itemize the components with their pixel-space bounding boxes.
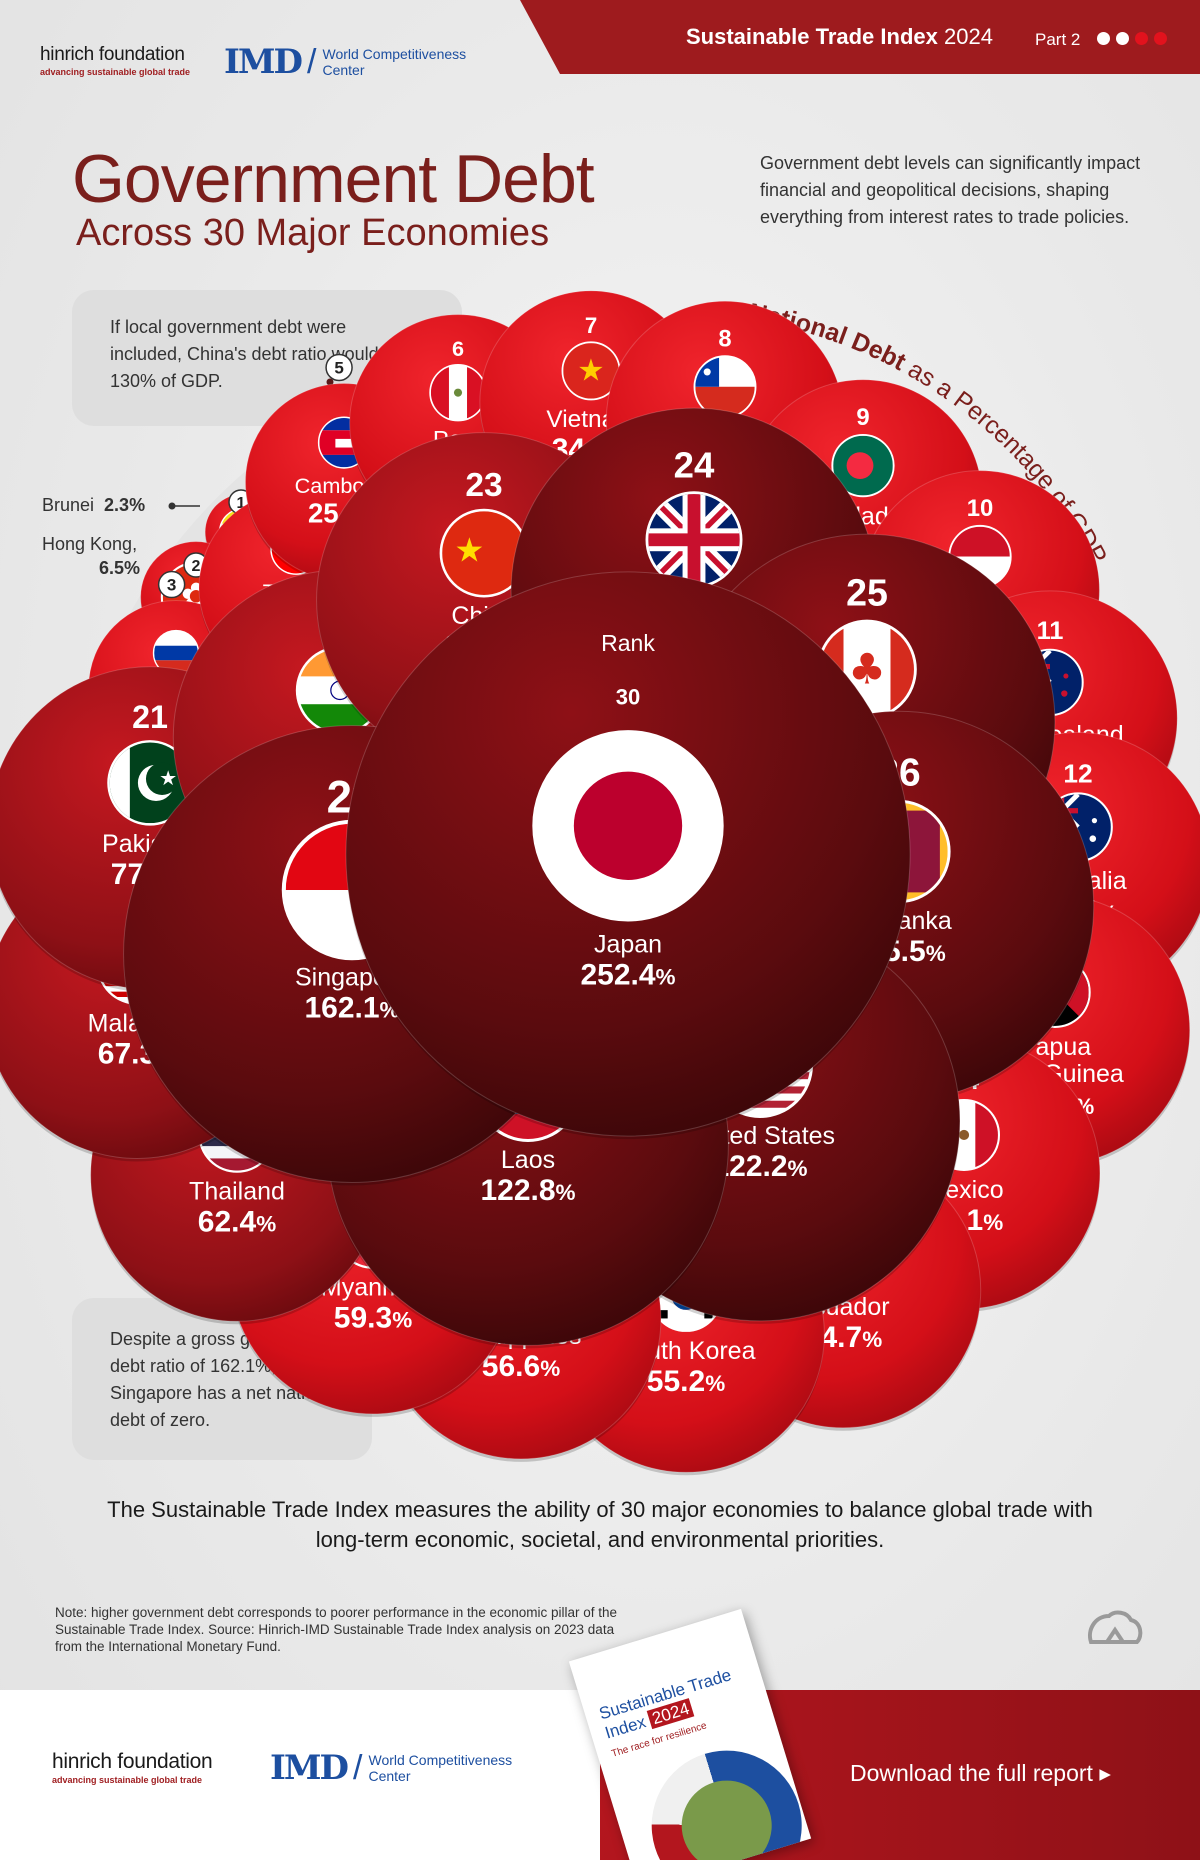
rank-label-new-zealand: 11	[1037, 617, 1064, 645]
debt-bubble-chart: National Debt as a Percentage of GDP 1✿2…	[0, 290, 1200, 1476]
uk-flag-icon	[645, 491, 743, 589]
russia-flag-icon	[152, 629, 200, 677]
series-title: Sustainable Trade Index 2024	[686, 24, 993, 49]
rank-label-russia: 3	[167, 576, 176, 595]
visual-capitalist-icon	[1088, 1610, 1143, 1644]
footer-hinrich-logo: hinrich foundation advancing sustainable…	[52, 1750, 213, 1785]
china-note: If local government debt were included, …	[110, 317, 404, 391]
rank-label-chile: 8	[718, 326, 731, 352]
japan-flag-icon	[532, 730, 724, 922]
country-label-thailand: Thailand	[189, 1178, 285, 1206]
pakistan-flag-icon: ★	[107, 740, 193, 826]
rank-label-china: 23	[465, 467, 502, 504]
rank-label-hong-kong: 2	[192, 558, 201, 575]
hinrich-logo-name: hinrich foundation	[40, 44, 185, 65]
page-title: Government Debt	[72, 141, 595, 217]
country-label-laos: Laos	[501, 1146, 555, 1174]
rank-label-indonesia: 10	[967, 495, 994, 522]
hinrich-logo: hinrich foundation advancing sustainable…	[40, 44, 190, 77]
part-label: Part 2	[1035, 30, 1081, 49]
hinrich-logo-tagline: advancing sustainable global trade	[40, 67, 191, 77]
value-label-japan: 252.4%	[580, 959, 675, 992]
page-subtitle: Across 30 Major Economies	[76, 212, 550, 254]
rank-label-japan: 30	[616, 684, 640, 709]
rank-label-cambodia: 5	[334, 358, 343, 377]
value-label-south-korea: 55.2%	[647, 1365, 725, 1398]
value-label-thailand: 62.4%	[198, 1206, 276, 1239]
svg-text:★: ★	[454, 530, 484, 569]
rank-label-brunei: 1	[237, 495, 246, 512]
download-report-link[interactable]: Download the full report ▸	[850, 1760, 1111, 1786]
rank-label-peru: 6	[452, 336, 464, 361]
country-label-japan: Japan	[594, 931, 662, 959]
value-label-myanmar: 59.3%	[334, 1302, 412, 1335]
svg-text:★: ★	[577, 354, 604, 389]
value-label-philippines: 56.6%	[482, 1350, 560, 1383]
rank-label-australia: 12	[1063, 758, 1092, 788]
part-dot-2	[1116, 32, 1129, 45]
intro-text: Government debt levels can significantly…	[760, 153, 1141, 227]
rank-header-label: Rank	[601, 630, 655, 656]
footer-imd-logo: IMD / World Competitiveness Center	[270, 1748, 513, 1788]
source-note: Note: higher government debt corresponds…	[55, 1605, 618, 1654]
svg-text:★: ★	[159, 766, 177, 790]
rank-label-canada: 25	[846, 571, 888, 613]
footer-summary: The Sustainable Trade Index measures the…	[107, 1497, 1093, 1552]
value-label-laos: 122.8%	[480, 1174, 575, 1207]
chevron-right-icon: ▸	[1099, 1760, 1111, 1786]
chile-flag-icon	[693, 355, 757, 419]
imd-logo-mark: IMD	[224, 42, 303, 82]
peru-flag-icon	[429, 363, 487, 422]
rank-label-pakistan: 21	[132, 699, 168, 735]
svg-text:♣: ♣	[848, 644, 886, 693]
part-dot-1	[1097, 32, 1110, 45]
part-dot-3	[1135, 32, 1148, 45]
rank-label-vietnam: 7	[585, 313, 597, 338]
brunei-label: Brunei 2.3%	[42, 495, 146, 515]
hong-kong-label: Hong Kong, 6.5%	[42, 534, 141, 578]
rank-label-united-kingdom: 24	[674, 445, 715, 486]
part-dot-4	[1154, 32, 1167, 45]
footer-logo-band	[0, 1690, 620, 1860]
rank-badge-cambodia	[325, 353, 353, 382]
imd-logo: IMD / World Competitiveness Center	[224, 42, 467, 82]
vietnam-flag-icon: ★	[561, 341, 621, 401]
rank-badge-russia	[157, 570, 186, 599]
rank-label-bangladesh: 9	[856, 404, 869, 431]
header-band	[520, 0, 1200, 74]
imd-logo-sub: World Competitiveness Center	[322, 46, 467, 78]
